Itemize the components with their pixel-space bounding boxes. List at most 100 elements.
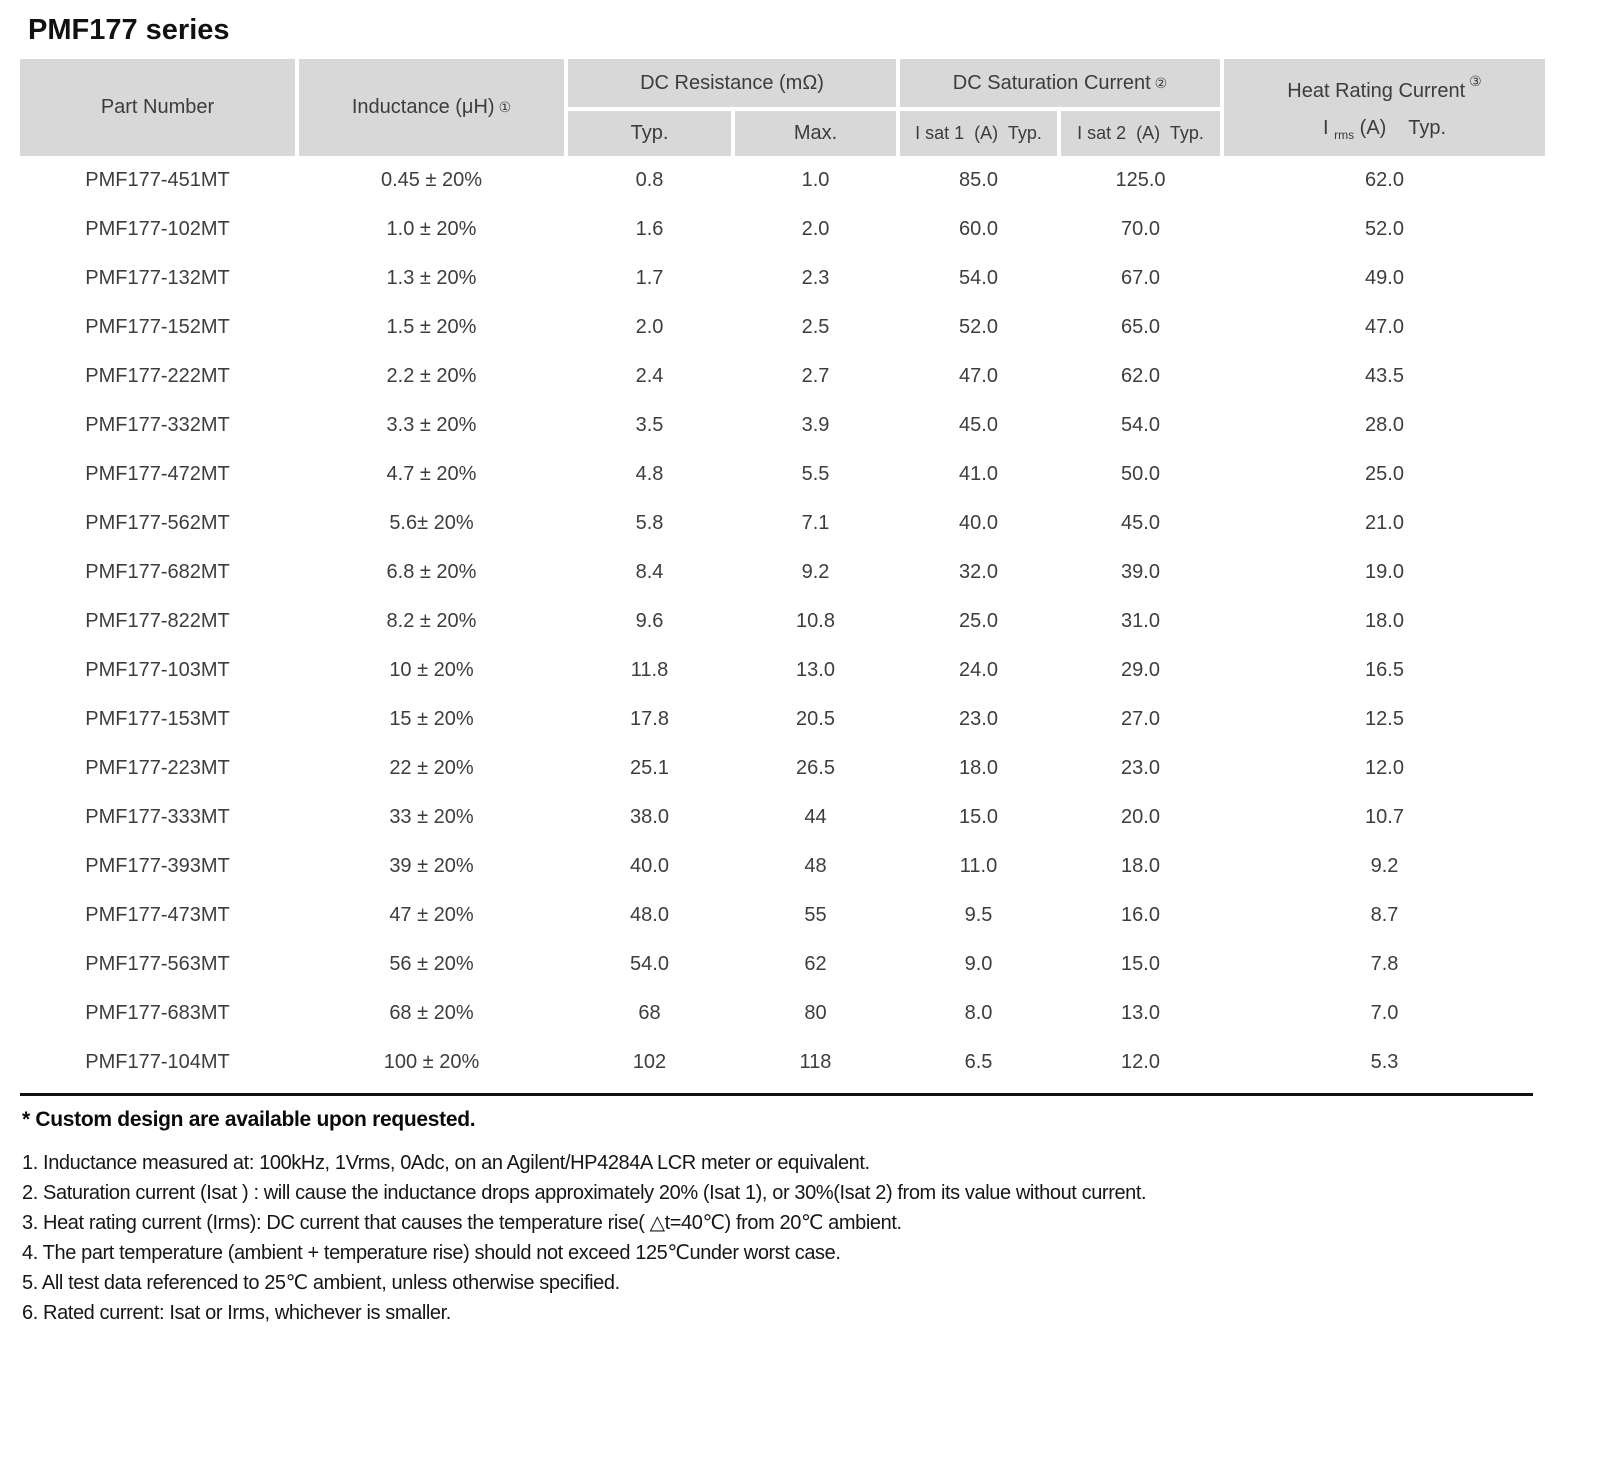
cell-part-number: PMF177-393MT [85,855,230,877]
cell-dcr-max: 10.8 [796,610,835,632]
cell-inductance: 6.8 ± 20% [386,561,477,583]
cell-part-number: PMF177-682MT [85,561,230,583]
cell-dcr-max: 55 [804,904,827,926]
cell-dcr-max: 2.5 [801,316,830,338]
table-row: PMF177-332MT 3.3 ± 20% 3.5 3.9 45.0 54.0 28.0 [20,401,1545,450]
cell-irms: 12.0 [1365,757,1404,779]
cell-isat2: 23.0 [1121,757,1160,779]
cell-isat2: 20.0 [1121,806,1160,828]
cell-isat2: 54.0 [1121,414,1160,436]
cell-irms: 7.8 [1370,953,1399,975]
cell-isat2: 45.0 [1121,512,1160,534]
cell-irms: 62.0 [1365,169,1404,191]
cell-isat1: 45.0 [959,414,998,436]
cell-isat2: 16.0 [1121,904,1160,926]
cell-isat1: 41.0 [959,463,998,485]
cell-inductance: 4.7 ± 20% [386,463,477,485]
cell-isat2: 27.0 [1121,708,1160,730]
table-row: PMF177-333MT 33 ± 20% 38.0 44 15.0 20.0 10.7 [20,793,1545,842]
header-inductance: Inductance (μH) ① [299,59,564,156]
cell-irms: 47.0 [1365,316,1404,338]
cell-irms: 10.7 [1365,806,1404,828]
cell-isat1: 6.5 [964,1051,993,1073]
cell-inductance: 10 ± 20% [389,659,474,681]
cell-isat2: 70.0 [1121,218,1160,240]
footnote-item: 3. Heat rating current (Irms): DC curren… [22,1212,902,1234]
cell-dcr-typ: 102 [632,1051,667,1073]
table-row: PMF177-682MT 6.8 ± 20% 8.4 9.2 32.0 39.0 19.0 [20,548,1545,597]
cell-part-number: PMF177-333MT [85,806,230,828]
cell-irms: 19.0 [1365,561,1404,583]
cell-dcr-max: 1.0 [801,169,830,191]
table-row: PMF177-473MT 47 ± 20% 48.0 55 9.5 16.0 8.7 [20,891,1545,940]
cell-isat2: 39.0 [1121,561,1160,583]
cell-isat1: 60.0 [959,218,998,240]
header-isat2: I sat 2 (A) Typ. [1061,111,1220,156]
cell-isat2: 15.0 [1121,953,1160,975]
cell-dcr-max: 13.0 [796,659,835,681]
cell-dcr-max: 62 [804,953,827,975]
cell-part-number: PMF177-473MT [85,904,230,926]
cell-part-number: PMF177-563MT [85,953,230,975]
cell-inductance: 68 ± 20% [389,1002,474,1024]
cell-isat1: 85.0 [959,169,998,191]
cell-inductance: 2.2 ± 20% [386,365,477,387]
cell-dcr-typ: 3.5 [635,414,664,436]
cell-dcr-typ: 54.0 [630,953,669,975]
table-row: PMF177-822MT 8.2 ± 20% 9.6 10.8 25.0 31.0 18.0 [20,597,1545,646]
table-row: PMF177-683MT 68 ± 20% 68 80 8.0 13.0 7.0 [20,989,1545,1038]
cell-dcr-max: 9.2 [801,561,830,583]
cell-isat1: 18.0 [959,757,998,779]
cell-isat1: 15.0 [959,806,998,828]
cell-dcr-max: 2.0 [801,218,830,240]
header-irms: I rms (A) Typ. [1323,117,1446,142]
cell-isat2: 13.0 [1121,1002,1160,1024]
table-row: PMF177-562MT 5.6± 20% 5.8 7.1 40.0 45.0 21.0 [20,499,1545,548]
cell-irms: 9.2 [1370,855,1399,877]
table-row: PMF177-222MT 2.2 ± 20% 2.4 2.7 47.0 62.0 43.5 [20,352,1545,401]
footnotes: * Custom design are available upon reque… [20,1093,1533,1328]
cell-dcr-max: 80 [804,1002,827,1024]
page-title: PMF177 series [28,14,230,46]
footnote-ref-2: ② [1154,74,1168,91]
cell-dcr-typ: 17.8 [630,708,669,730]
cell-irms: 5.3 [1370,1051,1399,1073]
cell-isat1: 11.0 [959,855,998,877]
table-header: Part Number Inductance (μH) ① DC Resistan… [20,59,1545,156]
cell-isat2: 50.0 [1121,463,1160,485]
cell-inductance: 39 ± 20% [389,855,474,877]
cell-dcr-max: 44 [804,806,827,828]
footnote-ref-3: ③ [1469,73,1482,89]
cell-isat1: 8.0 [964,1002,993,1024]
table-row: PMF177-102MT 1.0 ± 20% 1.6 2.0 60.0 70.0 52.0 [20,205,1545,254]
cell-part-number: PMF177-102MT [85,218,230,240]
table-row: PMF177-563MT 56 ± 20% 54.0 62 9.0 15.0 7.8 [20,940,1545,989]
cell-inductance: 5.6± 20% [389,512,474,534]
cell-dcr-typ: 38.0 [630,806,669,828]
cell-isat2: 67.0 [1121,267,1160,289]
cell-dcr-typ: 1.7 [635,267,664,289]
cell-inductance: 33 ± 20% [389,806,474,828]
footnote-item: 4. The part temperature (ambient + tempe… [22,1242,841,1264]
cell-dcr-typ: 1.6 [635,218,664,240]
cell-isat1: 24.0 [959,659,998,681]
cell-irms: 8.7 [1370,904,1399,926]
cell-dcr-typ: 40.0 [630,855,669,877]
table-body: PMF177-451MT 0.45 ± 20% 0.8 1.0 85.0 125.0 62.… [20,156,1600,1087]
cell-irms: 43.5 [1365,365,1404,387]
header-dc-resistance: DC Resistance (mΩ) [568,59,896,107]
cell-inductance: 56 ± 20% [389,953,474,975]
cell-isat1: 9.5 [964,904,993,926]
cell-inductance: 22 ± 20% [389,757,474,779]
cell-inductance: 100 ± 20% [383,1051,480,1073]
cell-part-number: PMF177-152MT [85,316,230,338]
cell-dcr-typ: 25.1 [630,757,669,779]
cell-isat1: 9.0 [964,953,993,975]
cell-isat2: 29.0 [1121,659,1160,681]
table-row: PMF177-132MT 1.3 ± 20% 1.7 2.3 54.0 67.0 49.0 [20,254,1545,303]
table-row: PMF177-153MT 15 ± 20% 17.8 20.5 23.0 27.0 12.5 [20,695,1545,744]
cell-isat2: 125.0 [1115,169,1166,191]
header-dcr-typ: Typ. [568,111,731,156]
cell-isat1: 23.0 [959,708,998,730]
table-row: PMF177-451MT 0.45 ± 20% 0.8 1.0 85.0 125.0 62.… [20,156,1545,205]
